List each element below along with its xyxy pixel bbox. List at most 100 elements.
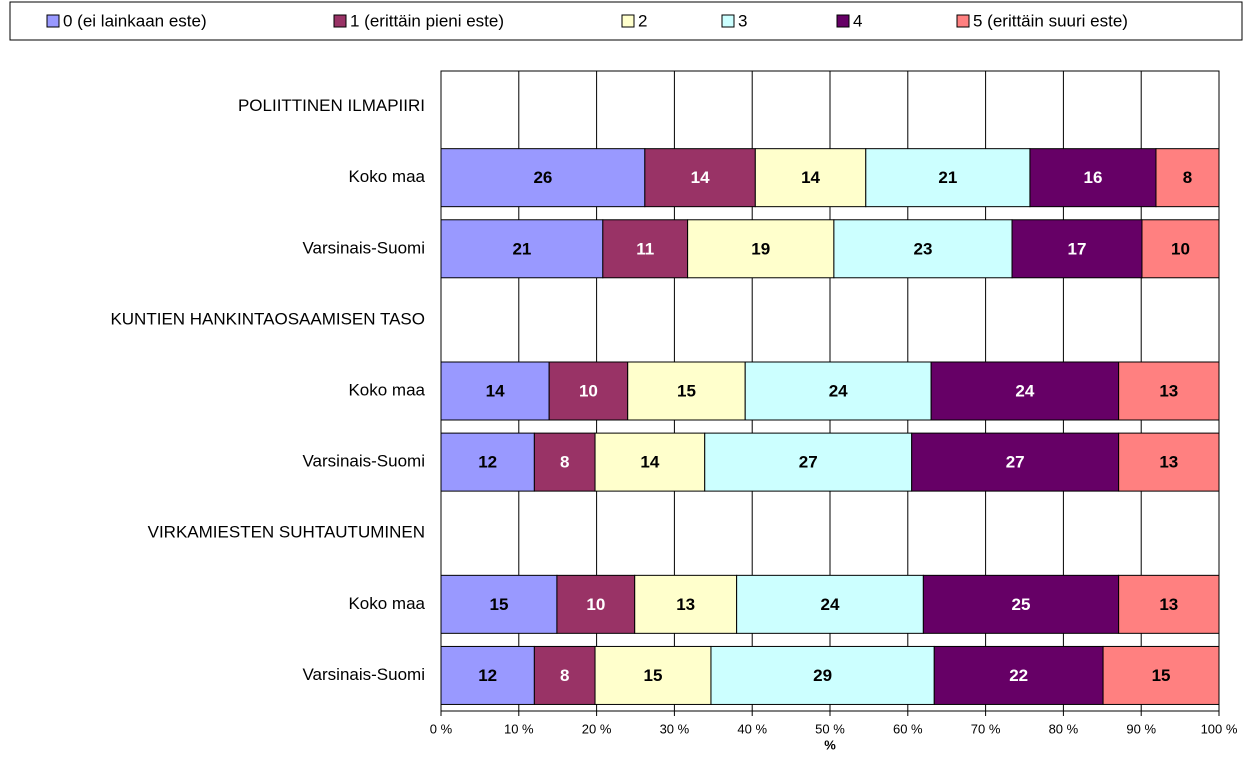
legend-swatch xyxy=(836,14,850,28)
bar-segment xyxy=(736,574,924,634)
y-tick-label: KUNTIEN HANKINTAOSAAMISEN TASO xyxy=(110,309,425,328)
data-label: 25 xyxy=(1012,595,1031,614)
x-tick-label: 80 % xyxy=(1049,721,1079,736)
x-tick-label: 10 % xyxy=(504,721,534,736)
data-label: 29 xyxy=(813,666,832,685)
bar-segment xyxy=(440,219,604,279)
data-label: 8 xyxy=(560,453,569,472)
data-label: 23 xyxy=(914,239,933,258)
y-tick-label: Koko maa xyxy=(348,167,425,186)
bar-segment xyxy=(1118,361,1220,421)
data-label: 16 xyxy=(1084,168,1103,187)
y-tick-label: Koko maa xyxy=(348,380,425,399)
bar-segment xyxy=(930,361,1120,421)
legend-swatch xyxy=(621,14,635,28)
bar-segment xyxy=(440,645,535,705)
data-label: 14 xyxy=(640,453,659,472)
data-label: 21 xyxy=(512,239,531,258)
x-tick-label: 50 % xyxy=(815,721,845,736)
y-tick-label: Varsinais-Suomi xyxy=(302,665,425,684)
y-tick-label: Koko maa xyxy=(348,594,425,613)
data-label: 8 xyxy=(560,666,569,685)
data-label: 14 xyxy=(691,168,710,187)
bar-segment xyxy=(754,148,867,208)
legend-swatch xyxy=(46,14,60,28)
bar-segment xyxy=(1141,219,1220,279)
y-tick-label: Varsinais-Suomi xyxy=(302,238,425,257)
bar-segment xyxy=(911,432,1120,492)
legend-swatch xyxy=(333,14,347,28)
data-label: 26 xyxy=(533,168,552,187)
bar-segment xyxy=(440,361,550,421)
bar-segment xyxy=(1155,148,1220,208)
data-label: 24 xyxy=(1015,381,1034,400)
x-axis-label: % xyxy=(824,737,836,752)
bar-segment xyxy=(644,148,756,208)
bar-segment xyxy=(634,574,738,634)
data-label: 13 xyxy=(676,595,695,614)
legend-label: 2 xyxy=(638,11,647,30)
data-label: 24 xyxy=(821,595,840,614)
legend-label: 0 (ei lainkaan este) xyxy=(63,11,207,30)
x-tick-label: 20 % xyxy=(582,721,612,736)
x-tick-label: 60 % xyxy=(893,721,923,736)
data-label: 19 xyxy=(751,239,770,258)
bar-segment xyxy=(548,361,629,421)
bar-segment xyxy=(594,645,712,705)
bar-segment xyxy=(602,219,689,279)
x-tick-label: 70 % xyxy=(971,721,1001,736)
bar-segment xyxy=(704,432,913,492)
data-label: 12 xyxy=(478,453,497,472)
legend-label: 5 (erittäin suuri este) xyxy=(973,11,1128,30)
data-label: 15 xyxy=(644,666,663,685)
data-label: 12 xyxy=(478,666,497,685)
x-tick-label: 30 % xyxy=(660,721,690,736)
bar-segment xyxy=(933,645,1104,705)
data-label: 21 xyxy=(938,168,957,187)
data-label: 27 xyxy=(1006,453,1025,472)
bar-segment xyxy=(440,148,646,208)
data-label: 14 xyxy=(801,168,820,187)
data-label: 10 xyxy=(579,381,598,400)
y-tick-label: VIRKAMIESTEN SUHTAUTUMINEN xyxy=(148,523,425,542)
bar-segment xyxy=(440,432,535,492)
data-label: 15 xyxy=(1152,666,1171,685)
y-tick-label: Varsinais-Suomi xyxy=(302,452,425,471)
data-label: 10 xyxy=(586,595,605,614)
bar-segment xyxy=(440,574,558,634)
data-label: 10 xyxy=(1171,239,1190,258)
data-label: 13 xyxy=(1159,381,1178,400)
data-label: 22 xyxy=(1009,666,1028,685)
legend-swatch xyxy=(721,14,735,28)
x-tick-label: 100 % xyxy=(1201,721,1238,736)
x-tick-label: 0 % xyxy=(430,721,453,736)
bar-segment xyxy=(533,645,596,705)
legend-swatch xyxy=(956,14,970,28)
plot-border xyxy=(440,70,1220,712)
data-label: 13 xyxy=(1159,595,1178,614)
bar-segment xyxy=(833,219,1013,279)
bar-segment xyxy=(1102,645,1220,705)
legend-label: 3 xyxy=(738,11,747,30)
bar-segment xyxy=(687,219,835,279)
data-label: 14 xyxy=(486,381,505,400)
bar-segment xyxy=(922,574,1120,634)
bar-segment xyxy=(710,645,935,705)
data-label: 24 xyxy=(829,381,848,400)
data-label: 15 xyxy=(677,381,696,400)
data-label: 11 xyxy=(636,239,654,258)
data-label: 27 xyxy=(799,453,818,472)
bar-segment xyxy=(1011,219,1143,279)
legend-label: 1 (erittäin pieni este) xyxy=(350,11,504,30)
bar-segment xyxy=(744,361,932,421)
bar-segment xyxy=(533,432,596,492)
x-tick-label: 90 % xyxy=(1126,721,1156,736)
x-tick-label: 40 % xyxy=(737,721,767,736)
legend-label: 4 xyxy=(853,11,862,30)
data-label: 17 xyxy=(1068,239,1087,258)
y-tick-label: POLIITTINEN ILMAPIIRI xyxy=(238,96,425,115)
data-label: 13 xyxy=(1159,453,1178,472)
data-label: 8 xyxy=(1183,168,1192,187)
data-label: 15 xyxy=(490,595,509,614)
